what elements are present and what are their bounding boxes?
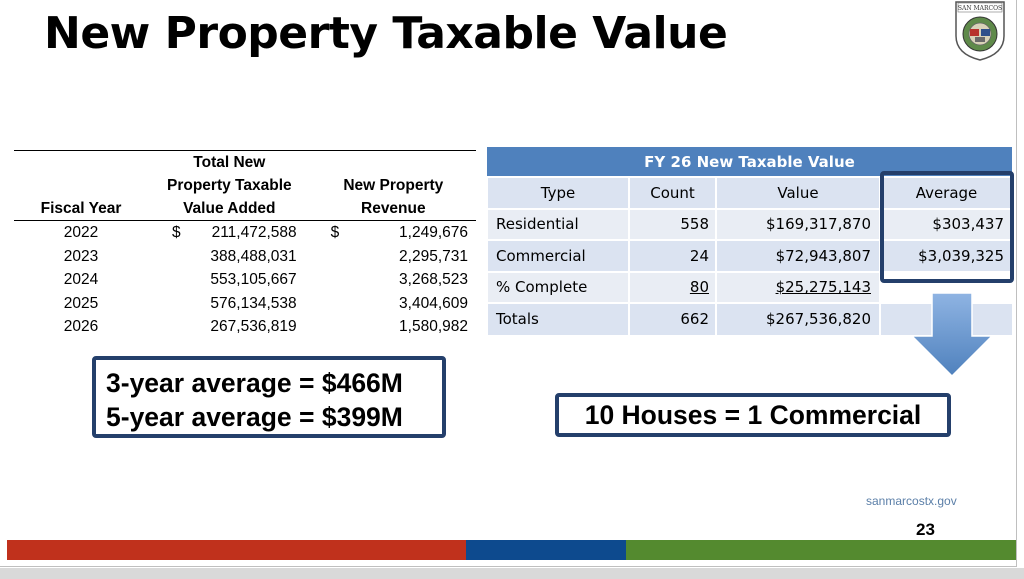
average-header: Average [879, 176, 1012, 209]
dollar-sign [311, 315, 341, 339]
revenue-cell: 1,249,676 [399, 224, 468, 241]
count-cell: 558 [628, 207, 716, 240]
dollar-sign [148, 315, 181, 339]
dollar-sign [311, 292, 341, 316]
revenue-cell: 3,268,523 [399, 271, 468, 288]
value-cell: $25,275,143 [715, 270, 880, 303]
footer-bar-red [7, 540, 466, 560]
table-row: 2024 553,105,667 3,268,523 [14, 268, 476, 292]
value-cell: $169,317,870 [715, 207, 880, 240]
revenue-header-line1: New Property [343, 177, 444, 194]
count-header: Count [628, 176, 716, 209]
dollar-sign: $ [330, 224, 340, 241]
table-row: 2022 $ 211,472,588 $ 1,249,676 [14, 221, 476, 245]
average-callout: 3-year average = $466M 5-year average = … [92, 356, 446, 438]
dollar-sign [148, 245, 181, 269]
type-cell: Totals [486, 302, 629, 335]
seal-text: SAN MARCOS [958, 5, 1002, 12]
dollar-sign [311, 245, 341, 269]
total-header-line3: Value Added [148, 197, 311, 221]
year-cell: 2026 [63, 318, 99, 335]
city-seal-icon: SAN MARCOS [955, 1, 1005, 61]
footer-bar-green [626, 540, 1016, 560]
year-cell: 2024 [63, 271, 99, 288]
value-cell: $267,536,820 [715, 302, 880, 335]
dollar-sign [148, 292, 181, 316]
count-cell: 662 [628, 302, 716, 335]
table-row: Residential 558 $169,317,870 $303,437 [486, 207, 1012, 240]
type-header: Type [486, 176, 629, 209]
year-cell: 2025 [63, 294, 99, 312]
value-cell: 267,536,819 [210, 318, 297, 335]
type-cell: Commercial [486, 239, 629, 272]
fy-header-row: Type Count Value Average [486, 176, 1012, 209]
value-cell: $72,943,807 [715, 239, 880, 272]
fiscal-year-header: Fiscal Year [14, 197, 148, 221]
dollar-sign [311, 268, 341, 292]
year-cell: 2023 [63, 247, 99, 265]
houses-callout: 10 Houses = 1 Commercial [555, 393, 951, 437]
value-cell: 553,105,667 [210, 271, 297, 288]
site-url: sanmarcostx.gov [866, 494, 957, 508]
table-row: 2023 388,488,031 2,295,731 [14, 245, 476, 269]
dollar-sign [148, 268, 181, 292]
footer-bar-blue [466, 540, 626, 560]
revenue-header-line2: Revenue [310, 197, 476, 221]
next-slide-edge [0, 568, 1024, 579]
average-highlight-box [880, 171, 1014, 283]
table-row: 2025 576,134,538 3,404,609 [14, 292, 476, 316]
page-number: 23 [916, 520, 935, 539]
revenue-cell: 1,580,982 [399, 318, 468, 335]
page-title: New Property Taxable Value [44, 8, 728, 59]
five-year-average: 5-year average = $399M [106, 402, 403, 432]
value-header: Value [715, 176, 880, 209]
revenue-table: Total New Property Taxable New Property … [14, 150, 476, 339]
total-header-line2: Property Taxable [167, 177, 292, 194]
table-row: 2026 267,536,819 1,580,982 [14, 315, 476, 339]
type-cell: Residential [486, 207, 629, 240]
value-cell: 576,134,538 [210, 294, 297, 312]
dollar-sign: $ [172, 224, 181, 241]
houses-equals-commercial: 10 Houses = 1 Commercial [584, 400, 922, 430]
type-cell: % Complete [486, 270, 629, 303]
down-arrow-icon [910, 292, 994, 378]
three-year-average: 3-year average = $466M [106, 368, 403, 398]
revenue-cell: 3,404,609 [399, 294, 468, 312]
count-cell: 24 [628, 239, 716, 272]
revenue-cell: 2,295,731 [399, 247, 468, 265]
year-cell: 2022 [63, 224, 99, 241]
total-header-line1: Total New [148, 150, 311, 174]
average-cell: $3,039,325 [879, 239, 1012, 272]
value-cell: 211,472,588 [211, 224, 297, 241]
value-cell: 388,488,031 [210, 247, 297, 265]
table-row: Commercial 24 $72,943,807 $3,039,325 [486, 239, 1012, 272]
count-cell: 80 [628, 270, 716, 303]
average-cell: $303,437 [879, 207, 1012, 240]
